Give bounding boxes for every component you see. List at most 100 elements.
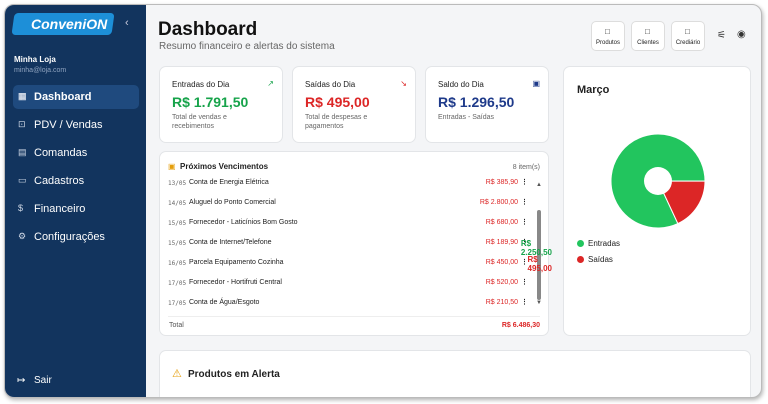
- legend-name: Entradas: [588, 239, 621, 248]
- eye-icon[interactable]: ◉: [737, 29, 746, 40]
- row-menu[interactable]: ⋮: [521, 239, 528, 246]
- month-card: Março Entradas R$ 2.250,50 Saídas R$ 495,00: [521, 66, 751, 336]
- total-label: Total: [169, 322, 184, 329]
- header-button[interactable]: Clientes □: [631, 21, 665, 51]
- due-amount: R$ 680,00: [485, 219, 518, 226]
- due-row: 17/05 Fornecedor - Hortifruti Central R$ 5…: [168, 274, 538, 294]
- row-menu[interactable]: ⋮: [521, 299, 528, 306]
- menu-item[interactable]: Dashboard ▦: [13, 85, 139, 109]
- button-icon: □: [645, 27, 650, 36]
- due-amount: R$ 2.800,00: [479, 199, 518, 206]
- due-date: 17/05: [168, 280, 187, 287]
- due-date: 13/05: [168, 180, 187, 187]
- legend-dot: [577, 256, 584, 263]
- due-desc: Conta de Energia Elétrica: [189, 179, 269, 186]
- due-amount: R$ 520,00: [485, 279, 518, 286]
- menu-item[interactable]: Financeiro $: [18, 203, 86, 215]
- menu-icon: ⚙: [18, 231, 27, 241]
- due-amount: R$ 385,90: [485, 179, 518, 186]
- due-row: 13/05 Conta de Energia Elétrica R$ 385,90 ⋮: [168, 178, 538, 194]
- collapse-button[interactable]: ‹: [125, 17, 129, 29]
- due-list: 13/05 Conta de Energia Elétrica R$ 385,90 ⋮…: [160, 178, 548, 313]
- due-desc: Conta de Água/Esgoto: [189, 299, 260, 306]
- card-note: Total de vendas e recebimentos: [172, 114, 227, 130]
- alerts-title: Produtos em Alerta: [188, 369, 280, 380]
- due-date: 15/05: [168, 220, 187, 227]
- due-desc: Conta de Internet/Telefone: [189, 239, 272, 246]
- row-menu[interactable]: ⋮: [521, 179, 528, 186]
- logout-icon: ↦: [17, 375, 26, 386]
- header-button[interactable]: Crediário □: [671, 21, 705, 51]
- menu-icon: ⊡: [18, 119, 26, 129]
- due-rows: 13/05 Conta de Energia Elétrica R$ 385,90 ⋮…: [160, 178, 548, 313]
- due-row: 16/05 Parcela Equipamento Cozinha R$ 450,0…: [168, 254, 538, 274]
- menu-item[interactable]: Comandas ▤: [18, 147, 88, 159]
- pie-slice: [657, 180, 706, 225]
- due-date: 15/05: [168, 240, 187, 247]
- due-date: 16/05: [168, 260, 187, 267]
- card-value: R$ 1.791,50: [172, 94, 249, 110]
- menu-icon: ▦: [18, 91, 27, 101]
- menu-icon: ▭: [18, 175, 27, 185]
- page-subtitle: Resumo financeiro e alertas do sistema: [159, 41, 335, 52]
- due-row: 17/05 Conta de Água/Esgoto R$ 210,50 ⋮: [168, 294, 538, 313]
- window: ConveniON ‹ Minha Loja minha@loja.com Da…: [4, 4, 762, 398]
- alert-icon: ⚠: [172, 368, 182, 380]
- filter-icon[interactable]: ⚟: [717, 30, 726, 41]
- pie-chart: [610, 133, 706, 229]
- alerts-card: ⚠ Produtos em Alerta: [159, 350, 751, 397]
- card-icon: ↗: [267, 79, 274, 88]
- store-email: minha@loja.com: [14, 67, 67, 74]
- card-title: Entradas do Dia: [172, 80, 230, 89]
- menu-icon: $: [18, 203, 24, 213]
- card-icon: ↘: [400, 79, 407, 88]
- summary-card: Saídas do Dia ↘ R$ 495,00 Total de despesas…: [292, 66, 416, 143]
- menu-icon: ▤: [18, 147, 27, 157]
- header-button[interactable]: Produtos □: [591, 21, 625, 51]
- due-amount: R$ 189,90: [485, 239, 518, 246]
- button-icon: □: [685, 27, 690, 36]
- page-title: Dashboard: [158, 19, 258, 40]
- card-value: R$ 1.296,50: [438, 94, 515, 110]
- due-row: 15/05 Conta de Internet/Telefone R$ 189,90…: [168, 234, 538, 254]
- legend-value: R$ 2.250,50: [520, 239, 552, 257]
- store-name: Minha Loja: [14, 55, 56, 64]
- month-title: Março: [577, 84, 610, 96]
- row-menu[interactable]: ⋮: [521, 259, 528, 266]
- menu-item[interactable]: PDV / Vendas ⊡: [18, 119, 103, 131]
- card-value: R$ 495,00: [305, 94, 370, 110]
- card-title: Saldo do Dia: [438, 80, 484, 89]
- due-amount: R$ 210,50: [485, 299, 518, 306]
- pie-hole: [644, 167, 672, 195]
- scrollbar[interactable]: ▲ ▼: [536, 182, 542, 306]
- logout[interactable]: Sair: [34, 375, 52, 386]
- logo: ConveniON: [31, 16, 108, 32]
- due-amount: R$ 450,00: [485, 259, 518, 266]
- card-note: Total de despesas e pagamentos: [305, 114, 368, 130]
- menu-item[interactable]: Cadastros ▭: [18, 175, 85, 187]
- card-icon: ▣: [532, 79, 540, 88]
- divider: [168, 316, 540, 317]
- due-row: 15/05 Fornecedor - Laticínios Bom Gosto R$…: [168, 214, 538, 234]
- due-desc: Fornecedor - Laticínios Bom Gosto: [189, 219, 298, 226]
- card-title: Saídas do Dia: [305, 80, 356, 89]
- row-menu[interactable]: ⋮: [521, 219, 528, 226]
- due-date: 17/05: [168, 300, 187, 307]
- button-icon: □: [605, 27, 610, 36]
- card-note: Entradas - Saídas: [438, 114, 495, 121]
- due-date: 14/05: [168, 200, 187, 207]
- menu-item[interactable]: Configurações ⚙: [18, 231, 105, 243]
- row-menu[interactable]: ⋮: [521, 279, 528, 286]
- row-menu[interactable]: ⋮: [521, 199, 528, 206]
- due-title: Próximos Vencimentos: [180, 162, 269, 171]
- due-card: ▣ Próximos Vencimentos 8 item(s) 13/05 Co…: [159, 151, 549, 336]
- due-desc: Fornecedor - Hortifruti Central: [189, 279, 282, 286]
- summary-card: Saldo do Dia ▣ R$ 1.296,50 Entradas - Saída…: [425, 66, 549, 143]
- total-value: R$ 6.486,30: [501, 322, 540, 329]
- legend-dot: [577, 240, 584, 247]
- due-icon: ▣: [168, 162, 176, 171]
- due-desc: Parcela Equipamento Cozinha: [189, 259, 284, 266]
- sidebar: ConveniON ‹ Minha Loja minha@loja.com Da…: [5, 5, 146, 397]
- summary-card: Entradas do Dia ↗ R$ 1.791,50 Total de vend…: [159, 66, 283, 143]
